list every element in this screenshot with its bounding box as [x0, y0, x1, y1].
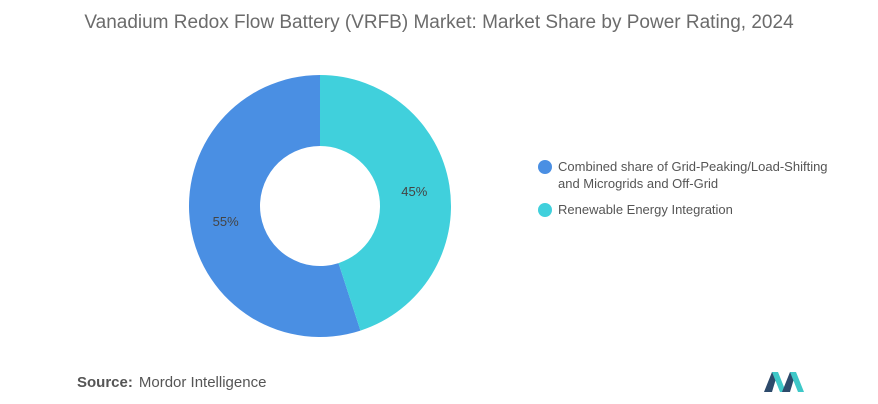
- donut-slice-combined-share: [189, 75, 361, 337]
- data-label-combined-share: 55%: [213, 214, 239, 229]
- legend: Combined share of Grid-Peaking/Load-Shif…: [538, 158, 838, 227]
- source-label: Source:: [77, 374, 133, 391]
- legend-swatch-combined-share: [538, 160, 552, 174]
- legend-item-combined-share: Combined share of Grid-Peaking/Load-Shif…: [538, 158, 838, 192]
- source-line: Source: Mordor Intelligence: [77, 374, 266, 391]
- chart-title: Vanadium Redox Flow Battery (VRFB) Marke…: [84, 12, 794, 33]
- legend-swatch-renewable-energy-integration: [538, 203, 552, 217]
- data-label-renewable-energy-integration: 45%: [401, 184, 427, 199]
- donut-slice-renewable-energy-integration: [320, 75, 451, 331]
- source-text: Mordor Intelligence: [138, 374, 267, 391]
- legend-label-combined-share: Combined share of Grid-Peaking/Load-Shif…: [558, 159, 828, 191]
- legend-item-renewable-energy-integration: Renewable Energy Integration: [538, 201, 838, 218]
- mordor-intelligence-logo-icon: [764, 372, 804, 392]
- legend-label-renewable-energy-integration: Renewable Energy Integration: [558, 202, 733, 217]
